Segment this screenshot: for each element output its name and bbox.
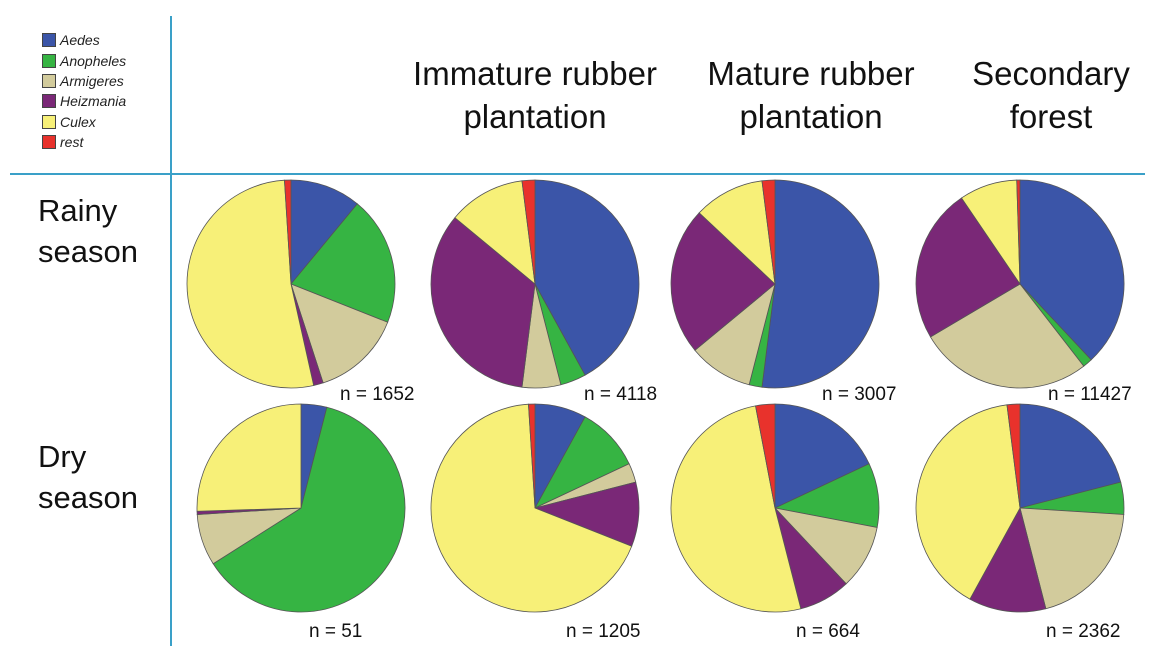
legend-label: rest: [60, 134, 84, 151]
legend-label: Heizmania: [60, 93, 127, 110]
n-label: n = 2362: [1046, 621, 1121, 642]
legend-label: Anopheles: [60, 52, 127, 69]
pie-slice-aedes: [774, 403, 870, 509]
pie-slice-heizmania: [670, 212, 776, 351]
pie: [915, 403, 1125, 613]
legend-item-armigeres: Armigeres: [42, 71, 126, 91]
pie-slice-aedes: [1019, 179, 1125, 361]
legend-item-culex: Culex: [42, 112, 126, 132]
row-header-rainy: Rainy season: [38, 193, 138, 269]
pie: [186, 179, 396, 389]
pie-slice-aedes: [761, 179, 880, 389]
pie: [430, 179, 640, 389]
legend-label: Armigeres: [60, 72, 124, 89]
pie-slice-heizmania: [915, 197, 1021, 338]
n-label: n = 4118: [584, 384, 658, 405]
pie-slice-rest: [1006, 403, 1021, 509]
legend-swatch: [42, 135, 56, 150]
pie-slice-culex: [670, 405, 802, 613]
pie-slice-aedes: [534, 179, 640, 376]
pie: [670, 179, 880, 389]
legend-item-aedes: Aedes: [42, 30, 126, 50]
pie-slice-armigeres: [1019, 507, 1125, 610]
pie-slice-culex: [430, 403, 633, 613]
pie: [196, 403, 406, 613]
pie-slice-anopheles: [212, 406, 406, 613]
n-label: n = 1205: [566, 621, 641, 642]
pie-slice-rest: [528, 403, 536, 509]
n-label: n = 3007: [822, 384, 897, 405]
pie-slice-heizmania: [969, 506, 1047, 613]
legend-label: Aedes: [60, 32, 100, 49]
pie-slice-aedes: [1019, 403, 1122, 509]
legend-swatch: [42, 73, 56, 88]
legend-swatch: [42, 33, 56, 48]
legend-swatch: [42, 114, 56, 129]
pie-slice-rest: [755, 403, 776, 509]
n-label: n = 11427: [1048, 384, 1132, 405]
n-label: n = 51: [309, 621, 363, 642]
column-header-mature: Mature rubber plantation: [707, 55, 915, 135]
pie-slice-rest: [521, 179, 536, 285]
legend-item-heizmania: Heizmania: [42, 91, 126, 111]
column-header-immature: Immature rubber plantation: [413, 55, 657, 135]
pie-slice-rest: [284, 179, 292, 285]
pie: [915, 179, 1125, 389]
vertical-divider: [170, 16, 172, 646]
row-header-dry: Dry season: [38, 439, 138, 515]
legend-swatch: [42, 94, 56, 109]
column-header-secondary-forest: Secondary forest: [972, 55, 1130, 135]
n-label: n = 664: [796, 621, 860, 642]
legend-item-rest: rest: [42, 132, 126, 152]
legend: Aedes Anopheles Armigeres Heizmania Cule…: [42, 30, 126, 152]
pie-slice-culex: [196, 403, 302, 512]
pie-slice-anopheles: [290, 203, 396, 323]
pie-slice-culex: [186, 179, 315, 389]
pie: [670, 403, 880, 613]
legend-label: Culex: [60, 113, 96, 130]
n-label: n = 1652: [340, 384, 415, 405]
pie-slice-armigeres: [929, 283, 1085, 389]
legend-swatch: [42, 53, 56, 68]
pie-slice-rest: [761, 179, 776, 285]
pie-slice-culex: [698, 180, 776, 286]
pie-slice-culex: [454, 180, 536, 285]
pie-slice-heizmania: [430, 217, 536, 388]
pie-slice-aedes: [290, 179, 358, 286]
legend-item-anopheles: Anopheles: [42, 50, 126, 70]
pie-slice-culex: [915, 404, 1021, 600]
pie: [430, 403, 640, 613]
horizontal-divider: [10, 173, 1145, 175]
pie-slice-rest: [1016, 179, 1021, 285]
